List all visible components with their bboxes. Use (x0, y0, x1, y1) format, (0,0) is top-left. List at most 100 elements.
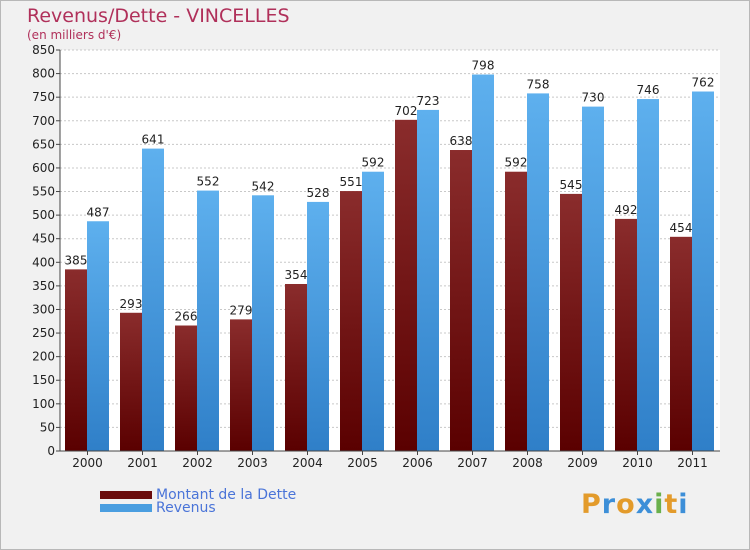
data-label-revenus-2001: 641 (142, 133, 165, 147)
data-label-dette-2001: 293 (120, 297, 143, 311)
logo-letter: t (664, 489, 679, 520)
data-label-dette-2009: 545 (560, 178, 583, 192)
data-label-dette-2006: 702 (395, 104, 418, 118)
data-label-dette-2010: 492 (615, 203, 638, 217)
y-tick-label: 600 (32, 161, 55, 175)
data-label-revenus-2005: 592 (362, 156, 385, 170)
y-tick-label: 400 (32, 255, 55, 269)
y-tick-label: 50 (40, 420, 55, 434)
bar-dette-2003 (230, 319, 252, 451)
x-tick-label: 2008 (512, 456, 543, 470)
x-tick-label: 2011 (677, 456, 708, 470)
y-tick-label: 100 (32, 397, 55, 411)
bar-revenus-2008 (527, 93, 549, 452)
bar-revenus-2004 (307, 201, 329, 451)
bar-revenus-2003 (252, 195, 274, 451)
bar-revenus-2007 (472, 74, 494, 451)
logo-letter: i (654, 489, 665, 520)
bar-dette-2007 (450, 150, 472, 452)
x-tick-label: 2007 (457, 456, 488, 470)
y-tick-label: 550 (32, 185, 55, 199)
proxiti-logo: Proxiti (581, 489, 689, 520)
plot-background (60, 50, 720, 451)
y-tick-label: 250 (32, 326, 55, 340)
data-label-dette-2002: 266 (175, 310, 198, 324)
y-tick-label: 850 (32, 43, 55, 57)
y-tick-label: 750 (32, 90, 55, 104)
bar-dette-2006 (395, 119, 417, 452)
data-label-revenus-2000: 487 (87, 205, 110, 219)
data-label-dette-2007: 638 (450, 134, 473, 148)
bar-revenus-2002 (197, 190, 219, 451)
bar-dette-2010 (615, 218, 637, 451)
data-label-dette-2008: 592 (505, 156, 528, 170)
data-label-revenus-2010: 746 (637, 83, 660, 97)
bar-dette-2008 (505, 171, 527, 451)
x-tick-label: 2001 (127, 456, 158, 470)
y-tick-label: 0 (47, 444, 55, 458)
bar-dette-2009 (560, 193, 582, 451)
data-label-revenus-2003: 542 (252, 179, 275, 193)
data-label-revenus-2004: 528 (307, 186, 330, 200)
legend-label-dette: Montant de la Dette (156, 487, 297, 503)
data-label-dette-2005: 551 (340, 175, 363, 189)
bar-revenus-2011 (692, 91, 714, 452)
data-label-revenus-2011: 762 (692, 76, 715, 90)
bar-revenus-2005 (362, 171, 384, 451)
y-tick-label: 800 (32, 67, 55, 81)
logo-letter: r (601, 489, 617, 520)
data-label-dette-2000: 385 (65, 253, 88, 267)
logo-letter: o (616, 489, 636, 520)
bar-revenus-2001 (142, 148, 164, 451)
data-label-revenus-2002: 552 (197, 175, 220, 189)
logo-letter: P (581, 489, 602, 520)
bar-dette-2005 (340, 191, 362, 451)
chart-subtitle: (en milliers d'€) (27, 28, 122, 42)
y-tick-label: 650 (32, 137, 55, 151)
chart-title: Revenus/Dette - VINCELLES (27, 5, 290, 27)
data-label-revenus-2009: 730 (582, 91, 605, 105)
x-tick-label: 2009 (567, 456, 598, 470)
x-tick-label: 2000 (72, 456, 103, 470)
data-label-dette-2004: 354 (285, 268, 308, 282)
legend-swatch-revenus (100, 504, 152, 512)
bar-dette-2000 (65, 269, 87, 451)
bar-revenus-2000 (87, 221, 109, 451)
data-labels: 3854872936412665522795423545285515927027… (65, 59, 715, 324)
bar-revenus-2009 (582, 106, 604, 452)
bar-revenus-2006 (417, 109, 439, 451)
bars (65, 74, 714, 452)
x-tick-label: 2003 (237, 456, 268, 470)
y-axis: 0 50 100 150 200 250 300 350 400 450 500 550 600 650 7… (32, 43, 61, 458)
data-label-dette-2011: 454 (670, 221, 693, 235)
data-label-revenus-2007: 798 (472, 59, 495, 73)
x-tick-label: 2010 (622, 456, 653, 470)
legend-item-revenus: Revenus (100, 499, 216, 517)
bar-dette-2004 (285, 283, 307, 451)
x-tick-label: 2002 (182, 456, 213, 470)
data-label-revenus-2006: 723 (417, 94, 440, 108)
y-tick-label: 700 (32, 114, 55, 128)
bar-dette-2011 (670, 236, 692, 451)
y-tick-label: 300 (32, 302, 55, 316)
data-label-revenus-2008: 758 (527, 77, 550, 91)
data-label-dette-2003: 279 (230, 303, 253, 317)
logo-letter: i (678, 489, 689, 520)
x-tick-label: 2006 (402, 456, 433, 470)
bar-revenus-2010 (637, 99, 659, 451)
y-tick-label: 350 (32, 279, 55, 293)
grid-lines (60, 49, 720, 452)
legend-swatch-dette (100, 491, 152, 499)
y-tick-label: 150 (32, 373, 55, 387)
legend-label-revenus: Revenus (156, 500, 216, 516)
plot-area (60, 50, 720, 451)
bar-dette-2001 (120, 312, 142, 451)
y-tick-label: 500 (32, 208, 55, 222)
logo-letter: x (635, 489, 655, 520)
y-tick-label: 450 (32, 232, 55, 246)
y-tick-label: 200 (32, 350, 55, 364)
bar-dette-2002 (175, 325, 197, 451)
x-axis: 2000 2001 2002 2003 2004 2005 2006 2007 2008 2009… (60, 450, 720, 470)
legend-item-dette: Montant de la Dette (100, 486, 296, 504)
